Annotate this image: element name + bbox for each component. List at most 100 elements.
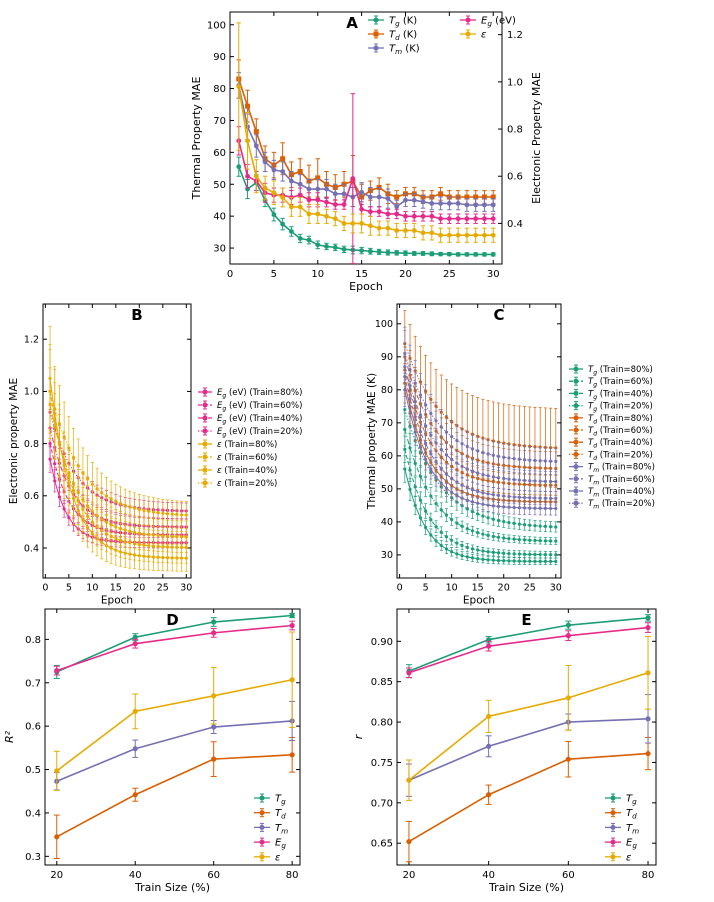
legend-label: Tg (Train=20%) [588, 402, 653, 414]
data-point [538, 496, 542, 500]
series--train-60- [48, 349, 188, 564]
y-axis-label: Electronic property MAE [8, 378, 20, 504]
data-point [554, 480, 558, 484]
data-point [123, 528, 127, 532]
series-t-m-train-20- [403, 326, 558, 476]
y-tick-label: 70 [381, 418, 393, 429]
data-point [245, 173, 250, 179]
data-point [446, 251, 452, 257]
legend-label: Tg [275, 794, 286, 807]
legend-marker [373, 45, 379, 51]
data-point [289, 178, 294, 184]
y-tick-label: 90 [213, 52, 226, 63]
x-tick-label: 15 [355, 269, 368, 280]
data-point [517, 478, 521, 482]
data-point [81, 498, 85, 502]
data-point [543, 559, 547, 563]
series-line [404, 389, 556, 509]
legend-entry: ε (Train=80%) [198, 439, 277, 450]
data-point [496, 493, 501, 498]
data-point [151, 533, 156, 537]
data-point [507, 505, 511, 509]
legend-entry: ε [254, 852, 281, 863]
data-point [132, 746, 138, 752]
data-point [418, 498, 423, 502]
data-point [476, 557, 480, 561]
data-point [548, 496, 553, 500]
data-point [543, 506, 547, 510]
data-point [517, 506, 521, 510]
data-point [450, 490, 454, 494]
data-point [418, 474, 423, 478]
data-point [486, 452, 490, 456]
y-tick-label: 80 [381, 385, 393, 396]
data-point [439, 508, 443, 512]
y2-tick-label: 1.2 [507, 30, 523, 41]
data-point [411, 228, 417, 233]
panel-label: B [131, 306, 142, 324]
y-tick-label: 0.6 [24, 491, 39, 502]
x-tick-label: 25 [443, 269, 456, 280]
series-line [237, 140, 494, 220]
plot-frame [396, 608, 657, 866]
legend-entry: Tg (Train=80%) [569, 364, 653, 376]
data-point [100, 491, 104, 495]
data-point [565, 756, 571, 762]
legend-label: Eg (eV) (Train=80%) [217, 388, 302, 400]
legend-marker [259, 854, 265, 860]
data-point [403, 228, 408, 233]
legend-label: Eg (eV) (Train=20%) [217, 427, 302, 439]
data-point [470, 469, 475, 473]
x-axis-label: Epoch [101, 595, 133, 607]
series-t-g-train-20- [403, 389, 558, 533]
legend-entry: ε [460, 29, 487, 41]
legend-label: Td (Train=60%) [588, 426, 653, 438]
legend-label: Tm (Train=40%) [588, 487, 655, 499]
data-point [522, 538, 527, 542]
data-point [444, 535, 449, 539]
legend-marker [573, 415, 579, 421]
data-point [491, 493, 495, 497]
data-point [548, 459, 553, 463]
data-point [473, 216, 479, 222]
data-point [100, 517, 104, 521]
data-point [367, 248, 373, 254]
data-point [538, 539, 542, 543]
data-point [470, 529, 475, 533]
data-point [491, 558, 495, 562]
data-point [533, 538, 537, 543]
data-point [476, 548, 480, 552]
data-point [450, 550, 454, 554]
data-point [645, 716, 651, 722]
data-point [490, 216, 496, 222]
x-tick-label: 10 [86, 583, 98, 594]
legend-label: Eg (eV) (Train=40%) [217, 414, 302, 426]
data-point [450, 435, 454, 439]
data-point [517, 522, 521, 526]
legend-entry: ε (Train=60%) [198, 452, 277, 463]
data-point [528, 496, 532, 500]
data-point [470, 488, 475, 492]
y-tick-label: 0.80 [371, 718, 393, 729]
series-line [49, 404, 187, 538]
data-point [424, 457, 428, 461]
data-point [543, 496, 547, 500]
legend-marker [573, 500, 579, 506]
series-line [404, 369, 556, 486]
data-point [161, 511, 165, 515]
data-point [253, 129, 259, 135]
y-axis-label: R² [3, 730, 16, 743]
data-point [512, 457, 516, 461]
data-point [486, 474, 490, 478]
data-point [490, 232, 496, 238]
data-point [118, 527, 123, 531]
data-point [528, 552, 532, 556]
data-point [538, 506, 542, 510]
data-point [211, 724, 217, 730]
data-point [128, 505, 132, 509]
data-point [496, 558, 501, 563]
data-point [367, 194, 373, 200]
legend-label: Td (Train=40%) [588, 438, 653, 450]
series-t-g-train-60- [403, 435, 558, 559]
data-point [175, 512, 179, 517]
